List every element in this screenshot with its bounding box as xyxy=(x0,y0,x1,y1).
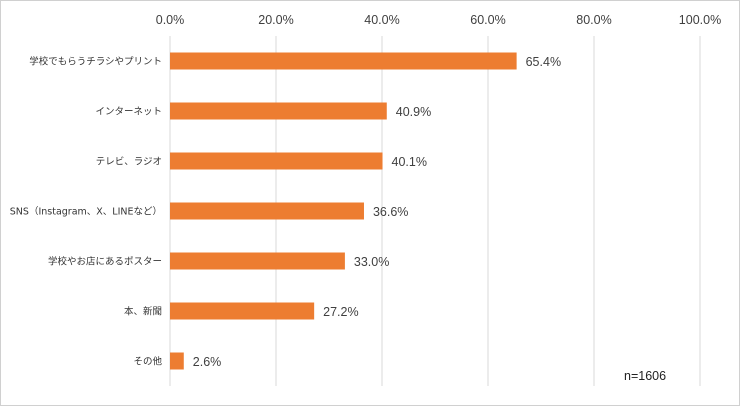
x-tick-label: 60.0% xyxy=(470,13,505,27)
bar xyxy=(170,102,387,120)
bars xyxy=(170,52,517,370)
category-label: 学校やお店にあるポスター xyxy=(48,256,162,268)
bar xyxy=(170,352,184,370)
sample-size-note: n=1606 xyxy=(624,369,666,383)
data-label: 27.2% xyxy=(323,305,358,319)
category-label: 本、新聞 xyxy=(124,306,162,318)
x-tick-label: 100.0% xyxy=(679,13,721,27)
data-label: 40.9% xyxy=(396,105,431,119)
category-label: インターネット xyxy=(95,107,162,118)
x-tick-label: 0.0% xyxy=(156,13,185,27)
data-label: 36.6% xyxy=(373,205,408,219)
bar xyxy=(170,52,517,70)
data-label: 33.0% xyxy=(354,255,389,269)
bar xyxy=(170,152,383,170)
category-label: その他 xyxy=(133,356,162,368)
category-label: SNS（Instagram、X、LINEなど） xyxy=(10,206,162,218)
bar xyxy=(170,202,364,220)
x-tick-label: 20.0% xyxy=(258,13,293,27)
category-label: テレビ、ラジオ xyxy=(96,157,162,168)
data-labels: 65.4% 40.9% 40.1% 36.6% 33.0% 27.2% 2.6% xyxy=(193,55,561,369)
data-label: 2.6% xyxy=(193,355,222,369)
bar xyxy=(170,302,315,320)
bar xyxy=(170,252,345,270)
data-label: 40.1% xyxy=(392,155,427,169)
category-label: 学校でもらうチラシやプリント xyxy=(29,56,162,68)
x-tick-label: 80.0% xyxy=(576,13,611,27)
x-tick-label: 40.0% xyxy=(364,13,399,27)
gridlines xyxy=(169,36,701,386)
data-label: 65.4% xyxy=(526,55,561,69)
x-axis-ticks: 0.0% 20.0% 40.0% 60.0% 80.0% 100.0% xyxy=(156,13,721,27)
